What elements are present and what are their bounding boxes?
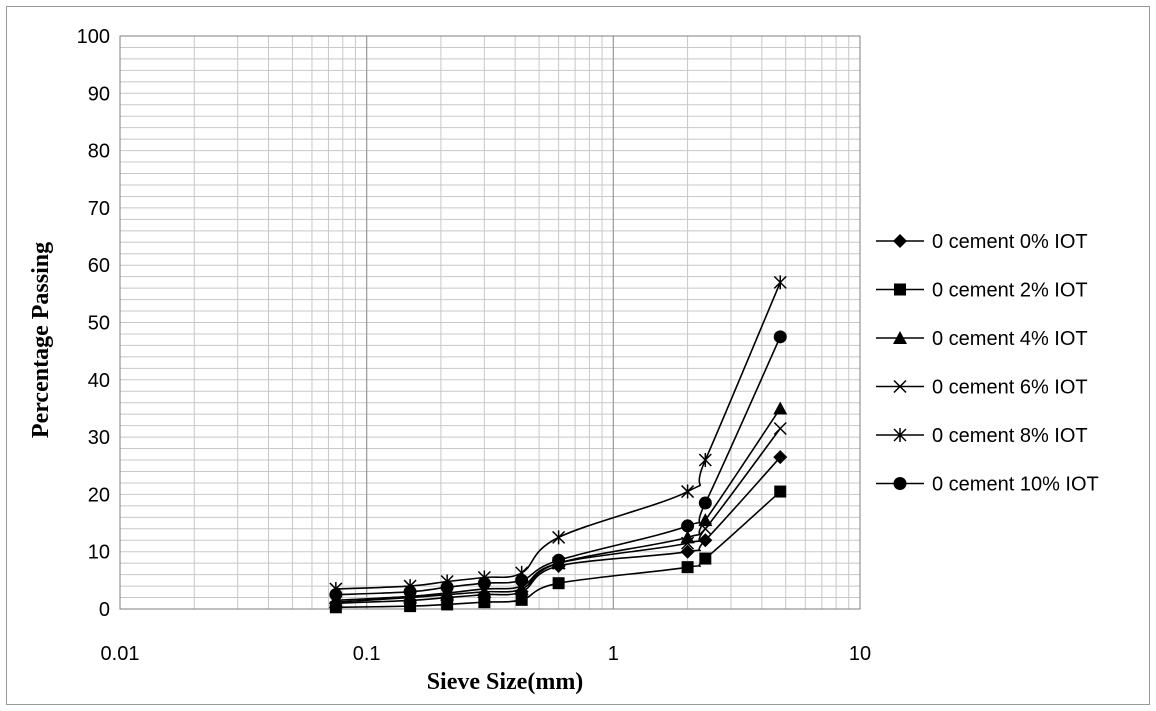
data-point (698, 533, 713, 548)
x-tick-label: 1 (608, 643, 619, 665)
x-tick-label: 0.01 (101, 643, 140, 665)
y-tick-label: 30 (88, 427, 110, 449)
data-point (329, 588, 343, 602)
y-tick-label: 90 (88, 83, 110, 105)
data-point (681, 561, 694, 574)
y-tick-label: 20 (88, 484, 110, 506)
grid-lines (119, 35, 861, 610)
data-point (477, 584, 492, 598)
series-3 (328, 401, 788, 609)
data-point (681, 519, 695, 533)
y-tick-label: 60 (88, 255, 110, 277)
x-tick-label: 0.1 (353, 643, 381, 665)
y-axis-ticks: 0 10 20 30 40 50 60 70 80 90 100 (77, 26, 110, 621)
legend-label: 0 cement 0% IOT (932, 231, 1088, 253)
data-point (774, 485, 787, 498)
y-tick-label: 0 (99, 599, 110, 621)
chart-frame (6, 6, 1150, 705)
legend-item: 0 cement 4% IOT (876, 328, 1088, 350)
data-point (698, 513, 713, 527)
legend-marker (893, 428, 907, 442)
data-point (698, 496, 712, 510)
data-point (773, 330, 787, 344)
y-tick-label: 70 (88, 198, 110, 220)
data-point (552, 577, 565, 590)
data-point (515, 593, 528, 606)
data-point (773, 450, 788, 465)
y-tick-label: 100 (77, 26, 110, 48)
data-point (478, 596, 491, 609)
y-tick-label: 40 (88, 370, 110, 392)
x-axis-ticks: 0.01 0.1 1 10 (101, 643, 872, 665)
data-point (699, 552, 712, 565)
legend-marker (893, 379, 907, 394)
legend-label: 0 cement 8% IOT (932, 425, 1088, 447)
legend-item: 0 cement 2% IOT (876, 280, 1088, 302)
plot-area (119, 35, 861, 610)
data-point (698, 453, 712, 468)
series-group (328, 275, 788, 614)
series-2 (329, 485, 787, 614)
legend: 0 cement 0% IOT 0 cement 2% IOT 0 cement 4… (876, 231, 1099, 496)
legend-marker (894, 283, 906, 296)
data-point (515, 573, 529, 587)
legend-marker (893, 477, 907, 490)
data-point (514, 581, 529, 595)
data-point (477, 576, 491, 590)
x-axis-title: Sieve Size(mm) (427, 669, 584, 695)
y-tick-label: 10 (88, 542, 110, 564)
data-point (773, 421, 787, 436)
data-point (680, 544, 695, 559)
legend-marker (893, 234, 907, 248)
y-axis-title: Percentage Passing (28, 242, 54, 438)
legend-label: 0 cement 10% IOT (932, 474, 1099, 496)
series-6 (329, 330, 787, 602)
legend-item: 0 cement 0% IOT (876, 231, 1088, 253)
legend-item: 0 cement 10% IOT (876, 474, 1099, 496)
legend-marker (893, 331, 907, 344)
data-point (681, 484, 695, 499)
data-point (552, 553, 566, 567)
data-point (773, 275, 787, 290)
y-tick-label: 50 (88, 313, 110, 335)
data-point (403, 585, 417, 599)
data-point (440, 580, 454, 594)
data-point (698, 522, 712, 536)
x-tick-label: 10 (849, 643, 871, 665)
series-line (335, 456, 781, 605)
legend-item: 0 cement 8% IOT (876, 425, 1088, 447)
legend-label: 0 cement 4% IOT (932, 328, 1088, 350)
legend-item: 0 cement 6% IOT (876, 377, 1088, 399)
data-point (681, 536, 695, 550)
legend-label: 0 cement 2% IOT (932, 280, 1088, 302)
y-tick-label: 80 (88, 141, 110, 163)
data-point (441, 598, 454, 611)
legend-label: 0 cement 6% IOT (932, 377, 1088, 399)
data-point (773, 401, 788, 415)
data-point (552, 530, 566, 545)
